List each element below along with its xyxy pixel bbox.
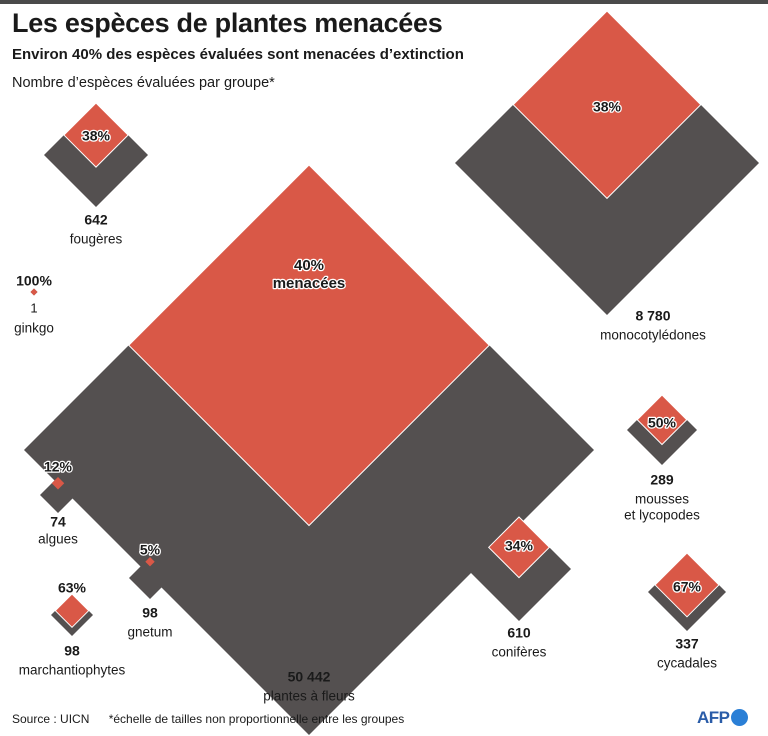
count-label-mousses: 289 bbox=[650, 472, 674, 488]
group-cycadales: 67% 337 cycadales bbox=[648, 552, 726, 671]
group-plantes-a-fleurs: 40%menacées 50 442 plantes à fleurs bbox=[24, 164, 594, 735]
afp-logo-dot bbox=[730, 709, 748, 726]
footer: Source : UICN *échelle de tailles non pr… bbox=[12, 712, 420, 726]
source-text: Source : UICN bbox=[12, 712, 90, 726]
pct-label-algues: 12% bbox=[44, 459, 73, 475]
count-label-cycadales: 337 bbox=[675, 636, 699, 652]
afp-logo: AFP bbox=[697, 708, 748, 728]
pct-label-marchantiophytes: 63% bbox=[58, 580, 87, 596]
chart-note: Nombre d’espèces évaluées par groupe* bbox=[12, 75, 275, 91]
name-label-plantes-a-fleurs: plantes à fleurs bbox=[263, 689, 355, 704]
top-rule bbox=[0, 0, 768, 4]
chart-title: Les espèces de plantes menacées bbox=[12, 8, 443, 38]
pct-label-ginkgo: 100% bbox=[16, 273, 52, 289]
group-algues: 12% 74 algues bbox=[38, 457, 78, 547]
group-fougeres: 38% 642 fougères bbox=[44, 102, 148, 247]
pct-label-gnetum: 5% bbox=[140, 542, 161, 558]
threatened-diamond-mousses bbox=[636, 394, 688, 446]
group-monocotyledones: 38% 8 780 monocotylédones bbox=[455, 10, 759, 343]
threatened-diamond-marchantiophytes bbox=[54, 593, 90, 629]
name-label-cycadales: cycadales bbox=[657, 656, 717, 671]
count-label-plantes-a-fleurs: 50 442 bbox=[288, 669, 331, 685]
name-label-monocotyledones: monocotylédones bbox=[600, 328, 706, 343]
name-label-coniferes: conifères bbox=[492, 645, 547, 660]
threatened-diamond-gnetum bbox=[145, 557, 155, 567]
pct-label-mousses: 50% bbox=[648, 415, 677, 431]
count-label-algues: 74 bbox=[50, 514, 66, 530]
count-label-gnetum: 98 bbox=[142, 605, 158, 621]
count-label-monocotyledones: 8 780 bbox=[635, 308, 670, 324]
pct-label-monocotyledones: 38% bbox=[593, 99, 622, 115]
pct-label-coniferes: 34% bbox=[505, 538, 534, 554]
threatened-diamond-ginkgo bbox=[30, 288, 38, 296]
name-label-marchantiophytes: marchantiophytes bbox=[19, 663, 126, 678]
group-marchantiophytes: 63% 98 marchantiophytes bbox=[19, 578, 126, 678]
chart-subtitle: Environ 40% des espèces évaluées sont me… bbox=[12, 46, 464, 63]
count-label-fougeres: 642 bbox=[84, 212, 108, 228]
count-label-ginkgo: 1 bbox=[30, 300, 37, 315]
group-ginkgo: 100% 1 ginkgo bbox=[14, 271, 54, 336]
count-label-coniferes: 610 bbox=[507, 625, 531, 641]
footnote-text: *échelle de tailles non proportionnelle … bbox=[108, 712, 405, 726]
name-label-mousses-1: et lycopodes bbox=[624, 508, 700, 523]
threatened-diamond-fougeres bbox=[63, 102, 129, 168]
threatened-diamond-algues bbox=[51, 477, 65, 490]
pct-suffix-plantes-a-fleurs: menacées bbox=[273, 275, 346, 292]
threatened-diamond-monocotyledones bbox=[512, 10, 702, 200]
pct-label-cycadales: 67% bbox=[673, 579, 702, 595]
pct-label-plantes-a-fleurs: 40% bbox=[294, 257, 324, 274]
name-label-gnetum: gnetum bbox=[127, 625, 172, 640]
total-diamond-gnetum bbox=[129, 557, 171, 599]
group-coniferes: 34% 610 conifères bbox=[467, 516, 571, 660]
total-diamond-algues bbox=[40, 477, 76, 513]
name-label-fougeres: fougères bbox=[70, 232, 123, 247]
name-label-algues: algues bbox=[38, 532, 78, 547]
name-label-mousses: mousses bbox=[635, 492, 689, 507]
name-label-ginkgo: ginkgo bbox=[14, 321, 54, 336]
threatened-diamond-plantes-a-fleurs bbox=[128, 164, 490, 527]
threatened-diamond-coniferes bbox=[487, 516, 551, 579]
count-label-marchantiophytes: 98 bbox=[64, 643, 80, 659]
threatened-diamond-cycadales bbox=[654, 552, 720, 618]
group-gnetum: 5% 98 gnetum bbox=[127, 540, 172, 640]
pct-label-fougeres: 38% bbox=[82, 128, 111, 144]
